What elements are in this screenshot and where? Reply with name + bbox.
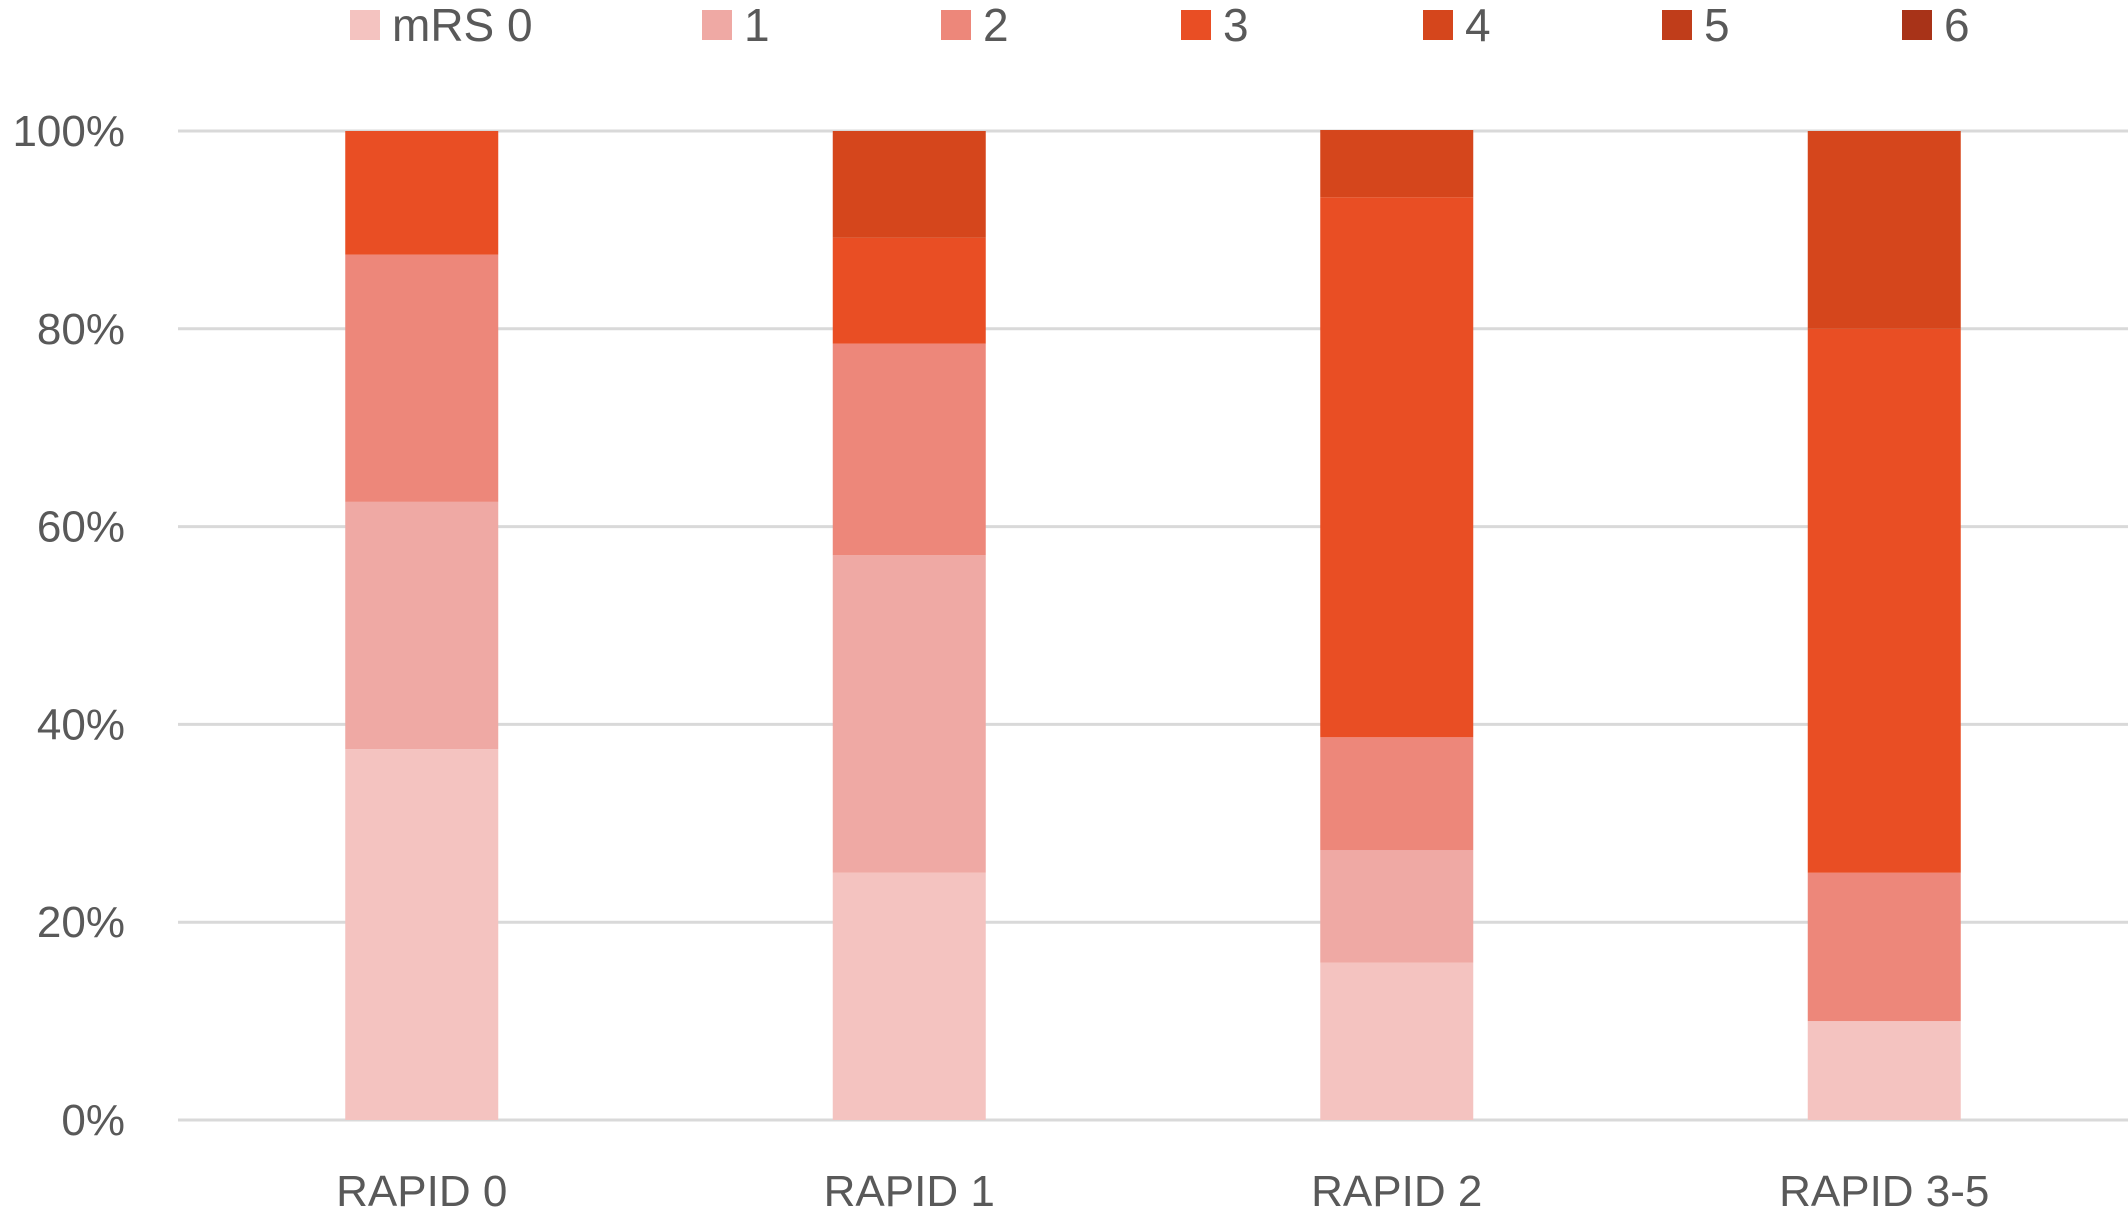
y-tick-label: 40%	[37, 700, 125, 749]
bar-segment-rapid-0-series-3	[345, 131, 499, 255]
legend-swatch	[1423, 10, 1453, 40]
legend-swatch	[1181, 10, 1211, 40]
bar-segment-rapid-3-5-series-0	[1807, 1021, 1961, 1120]
legend-label: mRS 0	[392, 0, 533, 51]
bar-segment-rapid-1-series-1	[832, 555, 986, 873]
bar-segment-rapid-2-series-1	[1320, 850, 1474, 963]
y-tick-label: 100%	[12, 107, 125, 156]
x-tick-label: RAPID 2	[1311, 1167, 1482, 1211]
x-tick-label: RAPID 0	[336, 1167, 507, 1211]
legend-swatch	[350, 10, 380, 40]
bars	[345, 130, 1961, 1120]
bar-segment-rapid-2-series-0	[1320, 962, 1474, 1120]
bar-segment-rapid-2-series-2	[1320, 737, 1474, 851]
x-tick-label: RAPID 3-5	[1779, 1167, 1989, 1211]
bar-segment-rapid-1-series-3	[832, 237, 986, 344]
legend-label: 6	[1944, 0, 1970, 51]
bar-segment-rapid-0-series-0	[345, 749, 499, 1120]
bar-segment-rapid-3-5-series-4	[1807, 131, 1961, 329]
legend-label: 3	[1223, 0, 1249, 51]
bar-segment-rapid-3-5-series-3	[1807, 328, 1961, 873]
gridlines	[178, 129, 2128, 1122]
legend-swatch	[1902, 10, 1932, 40]
bar-segment-rapid-0-series-1	[345, 501, 499, 750]
legend-swatch	[941, 10, 971, 40]
legend-swatch	[702, 10, 732, 40]
bar-segment-rapid-3-5-series-2	[1807, 872, 1961, 1022]
y-tick-label: 0%	[61, 1096, 125, 1145]
legend-swatch	[1662, 10, 1692, 40]
x-tick-label: RAPID 1	[824, 1167, 995, 1211]
legend-label: 4	[1465, 0, 1491, 51]
bar-segment-rapid-1-series-2	[832, 343, 986, 556]
bar-segment-rapid-1-series-0	[832, 872, 986, 1120]
legend-label: 2	[983, 0, 1009, 51]
legend-label: 5	[1704, 0, 1730, 51]
x-axis: RAPID 0 RAPID 1 RAPID 2 RAPID 3-5	[336, 1167, 1989, 1211]
bar-segment-rapid-1-series-4	[832, 131, 986, 238]
bar-segment-rapid-2-series-4	[1320, 130, 1474, 198]
bar-segment-rapid-0-series-2	[345, 254, 499, 502]
bar-segment-rapid-2-series-3	[1320, 197, 1474, 738]
y-tick-label: 20%	[37, 898, 125, 947]
legend-label: 1	[744, 0, 770, 51]
y-tick-label: 80%	[37, 305, 125, 354]
y-tick-label: 60%	[37, 503, 125, 552]
y-axis: 0% 20% 40% 60% 80% 100%	[12, 107, 125, 1145]
legend: mRS 0 1 2 3 4 5 6	[350, 0, 1970, 51]
